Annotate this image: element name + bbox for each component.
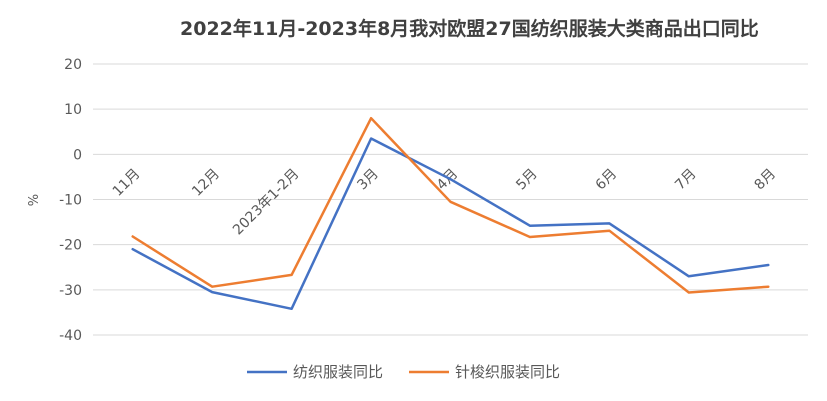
y-tick-label: -10 [59, 193, 82, 209]
x-tick-label: 2023年1-2月 [230, 166, 302, 238]
y-axis-label: % [27, 194, 42, 206]
y-tick-label: -30 [59, 283, 82, 299]
y-tick-label: -40 [59, 328, 82, 344]
data-point [688, 291, 690, 294]
x-tick-label: 7月 [672, 166, 700, 194]
x-tick-label: 3月 [354, 166, 382, 194]
data-point [370, 117, 372, 119]
y-tick-label: -20 [59, 238, 82, 254]
data-point [767, 285, 770, 288]
data-point [290, 274, 293, 276]
y-tick-label: 0 [73, 147, 82, 163]
data-point [608, 229, 611, 232]
data-point [449, 200, 452, 203]
legend-label: 针梭织服装同比 [455, 363, 560, 381]
data-point [767, 264, 770, 266]
legend-label: 纺织服装同比 [293, 363, 383, 381]
x-tick-label: 8月 [752, 166, 780, 194]
data-point [449, 178, 452, 180]
data-point [131, 235, 134, 238]
data-point [608, 222, 611, 225]
data-point [370, 137, 372, 140]
data-point [290, 308, 293, 310]
x-tick-label: 6月 [593, 166, 621, 194]
y-tick-label: 10 [64, 102, 82, 118]
x-tick-label: 12月 [189, 166, 223, 200]
chart-title: 2022年11月-2023年8月我对欧盟27国纺织服装大类商品出口同比 [180, 18, 759, 40]
data-point [529, 236, 531, 238]
y-tick-label: 20 [64, 57, 82, 73]
data-point [211, 285, 213, 288]
x-tick-label: 5月 [513, 166, 541, 194]
data-point [211, 291, 213, 293]
x-tick-label: 11月 [110, 166, 144, 200]
data-point [131, 248, 134, 250]
data-point [688, 275, 690, 278]
data-point [529, 224, 531, 227]
